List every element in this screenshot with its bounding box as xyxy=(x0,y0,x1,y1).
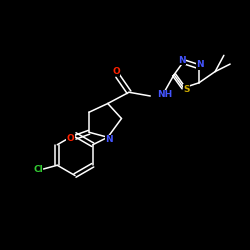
Text: Cl: Cl xyxy=(33,164,43,173)
Text: N: N xyxy=(105,135,113,144)
Text: O: O xyxy=(66,134,74,143)
Text: O: O xyxy=(112,66,120,76)
Text: N: N xyxy=(196,60,204,69)
Text: N: N xyxy=(178,56,185,65)
Text: NH: NH xyxy=(157,90,172,99)
Text: S: S xyxy=(183,84,190,94)
